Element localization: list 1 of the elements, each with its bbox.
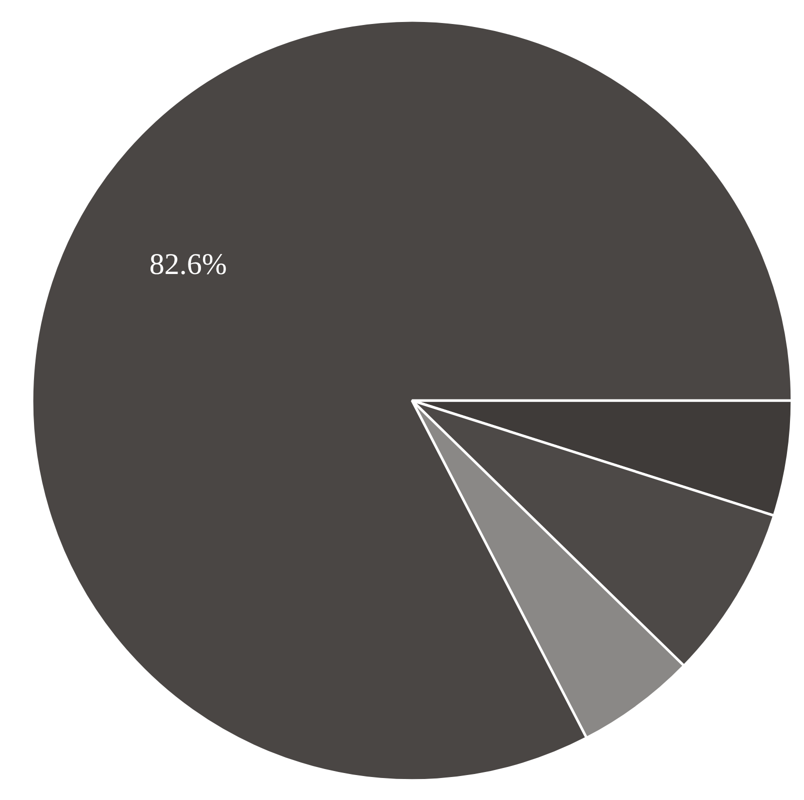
- data-label: 82.6%: [149, 248, 227, 281]
